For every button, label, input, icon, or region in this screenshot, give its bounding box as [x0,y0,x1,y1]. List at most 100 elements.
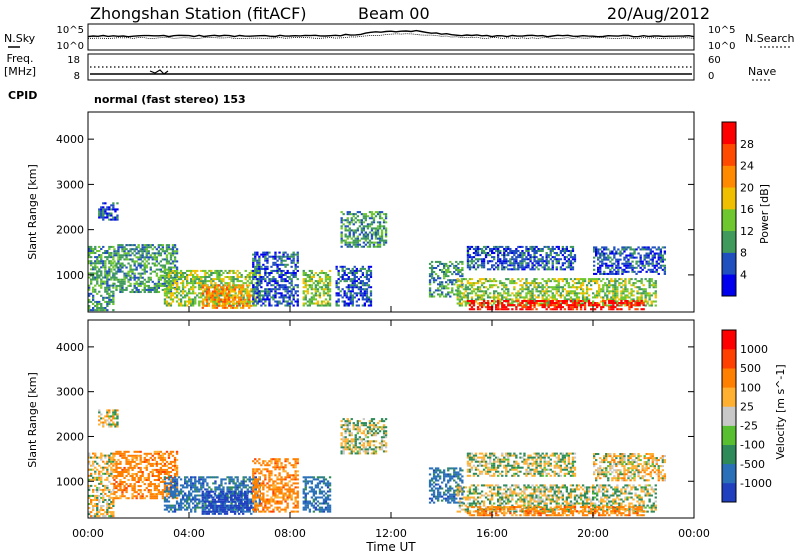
heatmap-cell [565,278,569,281]
heatmap-cell [210,280,213,283]
heatmap-cell [351,272,354,275]
heatmap-cell [602,296,605,299]
heatmap-cell [557,286,560,289]
heatmap-cell [98,268,101,271]
heatmap-cell [282,300,285,303]
heatmap-cell [125,252,128,255]
heatmap-cell [648,298,651,301]
heatmap-cell [535,286,538,289]
heatmap-cell [117,497,120,500]
heatmap-cell [590,302,593,305]
heatmap-cell [364,231,368,234]
heatmap-cell [639,248,642,251]
heatmap-cell [472,282,476,285]
heatmap-cell [173,466,177,469]
heatmap-cell [545,282,548,285]
heatmap-cell [207,286,211,289]
heatmap-cell [302,290,305,293]
heatmap-cell [354,243,357,246]
heatmap-cell [234,278,237,281]
heatmap-cell [613,254,616,257]
heatmap-cell [482,264,486,267]
heatmap-cell [108,300,111,303]
heatmap-cell [240,288,243,291]
heatmap-cell [472,256,476,259]
heatmap-cell [153,452,157,455]
heatmap-cell [499,300,502,303]
heatmap-cell [181,304,185,307]
heatmap-cell [104,290,107,293]
heatmap-cell [155,464,159,467]
heatmap-cell [280,296,283,299]
heatmap-cell [650,284,653,287]
heatmap-cell [163,487,167,490]
heatmap-cell [347,276,350,279]
heatmap-cell [326,292,330,295]
heatmap-cell [347,284,350,287]
heatmap-cell [268,298,271,301]
heatmap-cell [169,291,173,294]
heatmap-cell [378,239,382,242]
heatmap-cell [133,254,136,257]
heatmap-cell [266,265,269,268]
heatmap-cell [525,286,528,289]
heatmap-cell [484,278,488,281]
heatmap-cell [537,284,540,287]
heatmap-cell [194,280,197,283]
heatmap-cell [573,258,577,261]
heatmap-cell [141,282,144,285]
heatmap-cell [173,458,177,461]
heatmap-cell [535,290,538,293]
heatmap-cell [157,489,161,492]
heatmap-cell [592,292,595,295]
heatmap-cell [133,286,136,289]
heatmap-cell [186,278,189,281]
heatmap-cell [215,284,219,287]
heatmap-cell [346,235,349,238]
heatmap-cell [100,505,103,508]
heatmap-cell [474,258,478,261]
heatmap-cell [360,227,364,230]
heatmap-cell [428,289,432,292]
heatmap-cell [90,478,93,481]
heatmap-cell [119,280,122,283]
heatmap-cell [365,284,369,287]
heatmap-cell [163,452,167,455]
heatmap-cell [96,513,99,516]
heatmap-cell [113,485,116,488]
heatmap-cell [117,258,120,261]
heatmap-cell [228,278,231,281]
heatmap-cell [314,284,318,287]
heatmap-cell [149,246,152,249]
heatmap-cell [648,296,651,299]
heatmap-cell [618,304,621,307]
heatmap-cell [495,245,498,248]
heatmap-cell [571,280,575,283]
heatmap-cell [631,264,634,267]
heatmap-cell [587,288,591,291]
heatmap-cell [167,302,171,305]
heatmap-cell [555,306,558,309]
heatmap-cell [94,272,97,275]
heatmap-cell [137,262,140,265]
heatmap-cell [210,272,213,275]
heatmap-cell [121,456,124,459]
heatmap-cell [165,471,169,474]
heatmap-cell [592,296,595,299]
heatmap-cell [505,284,508,287]
heatmap-cell [384,215,388,218]
heatmap-cell [248,274,251,277]
heatmap-cell [113,272,116,275]
heatmap-cell [326,300,330,303]
heatmap-cell [628,296,631,299]
heatmap-cell [116,214,119,217]
heatmap-cell [531,304,534,307]
heatmap-cell [129,248,132,251]
heatmap-cell [173,475,177,478]
heatmap-cell [163,268,167,271]
heatmap-cell [141,460,144,463]
heatmap-cell [587,282,591,285]
heatmap-cell [628,306,631,309]
heatmap-cell [561,250,565,253]
heatmap-cell [94,284,97,287]
